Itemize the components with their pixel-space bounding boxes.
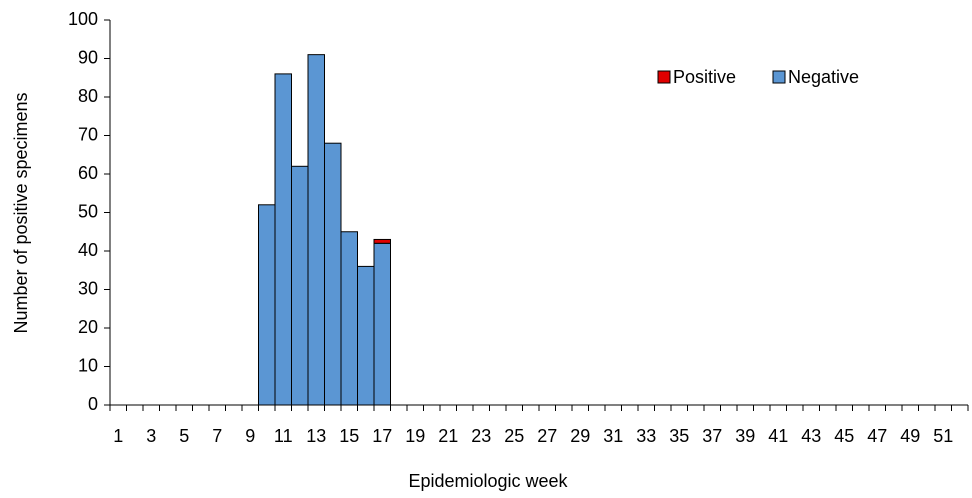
x-axis-label: Epidemiologic week [408,471,568,491]
x-tick-label: 17 [372,426,392,446]
y-tick-label: 90 [78,47,98,67]
bar [258,204,276,406]
x-tick-label: 27 [537,426,557,446]
y-tick-label: 100 [68,9,98,29]
y-tick-label: 50 [78,201,98,221]
x-tick-label: 13 [306,426,326,446]
x-tick-label: 5 [179,426,189,446]
x-tick-label: 1 [113,426,123,446]
legend-label: Negative [788,67,859,87]
x-tick-label: 21 [438,426,458,446]
y-tick-label: 30 [78,278,98,298]
bar [307,54,325,406]
legend-label: Positive [673,67,736,87]
bar [373,242,391,406]
x-tick-label: 19 [405,426,425,446]
x-tick-label: 9 [245,426,255,446]
x-tick-label: 35 [669,426,689,446]
x-tick-label: 33 [636,426,656,446]
y-tick-label: 40 [78,240,98,260]
legend-swatch [772,70,786,84]
y-tick-label: 60 [78,163,98,183]
legend-swatch [657,70,671,84]
bar [291,165,309,406]
x-tick-label: 49 [900,426,920,446]
y-tick-label: 10 [78,355,98,375]
bar [324,142,342,406]
bar [274,73,292,406]
bar [340,231,358,406]
x-tick-label: 7 [212,426,222,446]
x-tick-label: 41 [768,426,788,446]
x-tick-label: 11 [274,426,293,446]
y-tick-label: 80 [78,86,98,106]
x-tick-label: 39 [735,426,755,446]
y-tick-label: 20 [78,317,98,337]
x-tick-label: 3 [146,426,156,446]
bar [357,265,375,406]
y-tick-label: 0 [88,394,98,414]
x-tick-label: 37 [702,426,722,446]
bar [373,238,391,244]
x-tick-label: 31 [603,426,623,446]
y-axis-label: Number of positive specimens [11,92,31,333]
x-tick-label: 15 [339,426,359,446]
x-tick-label: 51 [933,426,953,446]
x-tick-label: 43 [801,426,821,446]
x-tick-label: 29 [570,426,590,446]
x-tick-label: 47 [867,426,887,446]
x-tick-label: 23 [471,426,491,446]
y-tick-label: 70 [78,124,98,144]
x-tick-label: 45 [834,426,854,446]
x-tick-label: 25 [504,426,524,446]
